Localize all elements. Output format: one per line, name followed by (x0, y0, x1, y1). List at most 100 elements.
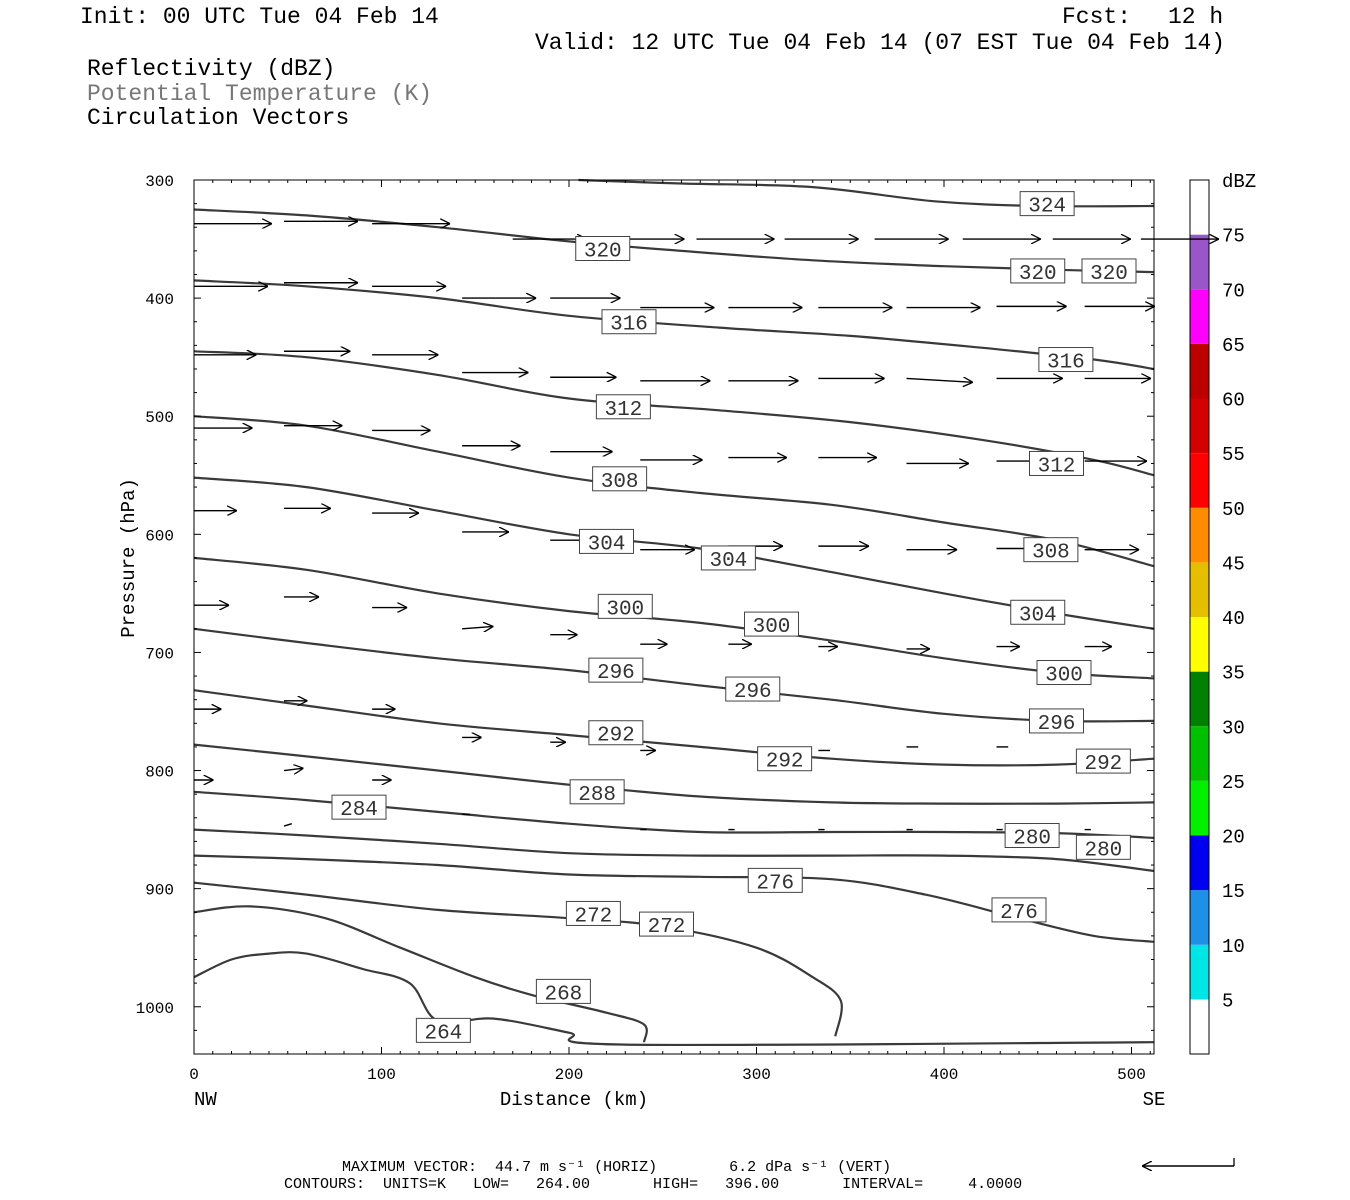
colorbar-tick-label: 70 (1222, 280, 1245, 302)
colorbar-segment (1190, 726, 1209, 781)
plot-frame (193, 179, 1155, 1055)
colorbar-segment (1190, 398, 1209, 454)
contour-label: 312 (604, 399, 642, 422)
x-end-label-right: SE (1143, 1089, 1166, 1111)
contour-label: 316 (1047, 352, 1085, 375)
colorbar-tick-label: 5 (1222, 990, 1233, 1012)
colorbar-tick-label: 30 (1222, 717, 1245, 739)
contour-label: 280 (1084, 839, 1122, 862)
contour-label: 300 (606, 598, 644, 621)
contour-label-box (1075, 834, 1131, 860)
contour-300 (193, 556, 1155, 680)
contour-label-box (1023, 537, 1079, 563)
y-tick-label: 1000 (136, 1000, 174, 1018)
contour-label-box (601, 309, 657, 335)
colorbar-tick-label: 20 (1222, 827, 1245, 849)
valid-time: Valid: 12 UTC Tue 04 Feb 14 (07 EST Tue … (535, 30, 1226, 56)
contour-label-box (1010, 258, 1066, 284)
max-vector-note: MAXIMUM VECTOR: 44.7 m s⁻¹ (HORIZ) 6.2 d… (342, 1159, 892, 1176)
contour-316 (193, 279, 1155, 371)
circulation-vectors (194, 221, 1219, 831)
contour-label: 296 (734, 681, 772, 704)
colorbar-segment (1190, 890, 1209, 945)
y-axis-label: Pressure (hPa) (118, 478, 140, 638)
forecast-hour: 12 h (1168, 4, 1224, 30)
contour-label-box (1081, 258, 1137, 284)
contour-label: 308 (601, 471, 639, 494)
contour-label: 276 (756, 872, 794, 895)
contour-label-box (595, 394, 651, 420)
y-tick-label: 600 (145, 527, 174, 545)
colorbar-tick-label: 10 (1222, 936, 1245, 958)
contour-label: 276 (1000, 902, 1038, 925)
colorbar-tick-label: 50 (1222, 499, 1245, 521)
y-tick-label: 300 (145, 173, 174, 191)
contour-label-box (331, 794, 387, 820)
colorbar-segment (1190, 671, 1209, 727)
contour-label: 308 (1032, 542, 1070, 565)
colorbar-tick-label: 25 (1222, 772, 1245, 794)
contour-312 (193, 350, 1155, 477)
contour-label: 320 (1090, 263, 1128, 286)
x-tick-label: 400 (930, 1066, 959, 1084)
colorbar-segment (1190, 617, 1209, 672)
contour-label-box (588, 720, 644, 746)
contour-label-box (991, 897, 1047, 923)
colorbar-segment (1190, 835, 1209, 891)
contour-label: 264 (424, 1022, 462, 1045)
contour-label: 316 (610, 314, 648, 337)
colorbar-tick-label: 15 (1222, 881, 1245, 903)
contour-label-box (535, 978, 591, 1004)
contour-label-box (1010, 599, 1066, 625)
circulation-vector (283, 823, 293, 827)
contour-label-box (569, 779, 625, 805)
colorbar-segment (1190, 289, 1209, 344)
contour-label-box (1075, 748, 1131, 774)
colorbar-tick-label: 55 (1222, 444, 1245, 466)
contour-labels: 324 320 320 320 316 316 312 312 308 308 304 304 304 3… (331, 191, 1137, 1045)
contour-label-box (744, 611, 799, 637)
x-tick-label: 100 (367, 1066, 396, 1084)
colorbar-segment (1190, 507, 1209, 563)
contour-292 (193, 689, 1155, 767)
contour-label: 280 (1013, 828, 1051, 851)
init-time: Init: 00 UTC Tue 04 Feb 14 (80, 4, 439, 30)
contour-label-box (700, 545, 756, 571)
contour-label: 288 (578, 784, 616, 807)
contour-label-box (597, 593, 653, 619)
y-tick-label: 500 (145, 409, 174, 427)
contours-note: CONTOURS: UNITS=K LOW= 264.00 HIGH= 396.… (284, 1176, 1023, 1193)
contour-296 (193, 627, 1155, 723)
contour-label-box (1019, 191, 1075, 217)
contour-label: 284 (340, 799, 378, 822)
colorbar-segment (1190, 944, 1209, 1000)
field-reflectivity: Reflectivity (dBZ) (87, 56, 336, 82)
forecast-label: Fcst: (1062, 4, 1132, 30)
colorbar-title: dBZ (1222, 171, 1256, 193)
colorbar-segment (1190, 562, 1209, 617)
colorbar-tick-label: 60 (1222, 390, 1245, 412)
contour-320 (193, 208, 1155, 274)
colorbar-frame (1189, 179, 1210, 1055)
colorbar-tick-label: 40 (1222, 608, 1245, 630)
circulation-vector (462, 626, 493, 628)
contour-label: 312 (1038, 455, 1076, 478)
contour-label: 272 (574, 905, 612, 928)
contour-label: 300 (753, 616, 791, 639)
contour-label: 292 (766, 751, 804, 774)
contour-label-box (579, 528, 634, 554)
contour-label-box (588, 657, 644, 683)
colorbar-segment (1190, 180, 1209, 235)
contour-label: 292 (597, 725, 635, 748)
contour-label: 320 (584, 241, 622, 264)
colorbar-tick-label: 45 (1222, 553, 1245, 575)
contour-label: 324 (1028, 196, 1066, 219)
y-tick-label: 400 (145, 291, 174, 309)
x-axis-label: Distance (km) (500, 1089, 648, 1111)
contour-label-box (639, 911, 694, 937)
contour-label: 300 (1045, 665, 1083, 688)
contour-304 (193, 476, 1155, 630)
colorbar-segment (1190, 343, 1209, 399)
x-tick-label: 500 (1117, 1066, 1146, 1084)
